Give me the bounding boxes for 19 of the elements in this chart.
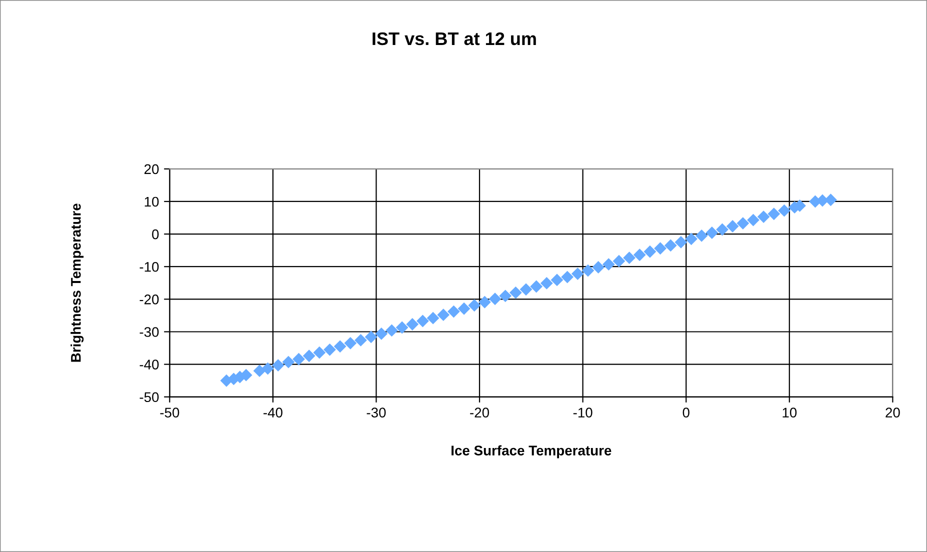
x-tick-label: 20 <box>886 408 900 418</box>
y-tick-label: -10 <box>140 262 159 272</box>
x-tick-label: -50 <box>160 408 180 418</box>
y-tick-label: -40 <box>140 360 159 370</box>
chart-title: IST vs. BT at 12 um <box>372 32 536 46</box>
x-tick-label: -40 <box>264 408 282 418</box>
x-tick-label: -10 <box>573 408 592 418</box>
y-tick-label: -50 <box>140 392 159 402</box>
y-tick-label: -30 <box>140 327 159 337</box>
x-tick-label: 0 <box>682 408 690 418</box>
x-tick-label: 10 <box>782 408 797 418</box>
y-tick-label: 0 <box>152 229 159 240</box>
x-axis-title: Ice Surface Temperature <box>452 445 612 458</box>
y-axis-title: Brightness Temperature <box>70 204 84 362</box>
y-tick-label: 20 <box>144 164 159 174</box>
x-tick-label: -30 <box>366 408 386 418</box>
x-tick-label: -20 <box>470 408 490 418</box>
y-tick-label: -20 <box>140 294 159 304</box>
y-tick-label: 10 <box>144 196 159 207</box>
